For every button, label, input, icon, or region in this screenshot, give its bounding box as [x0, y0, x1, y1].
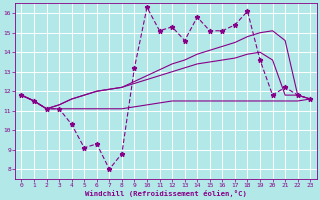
X-axis label: Windchill (Refroidissement éolien,°C): Windchill (Refroidissement éolien,°C) [85, 190, 247, 197]
